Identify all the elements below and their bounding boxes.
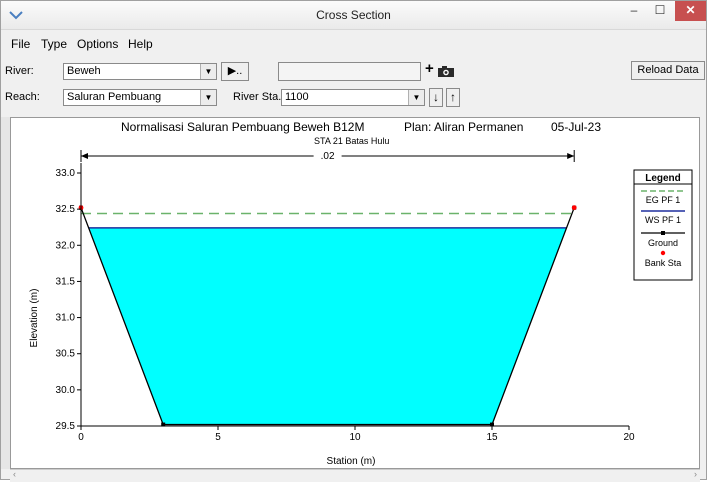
horizontal-scrollbar[interactable]: ‹ ›	[10, 469, 700, 482]
close-button[interactable]: ✕	[675, 1, 706, 21]
x-tick-label: 15	[486, 432, 498, 443]
chart-subtitle: STA 21 Batas Hulu	[314, 136, 389, 146]
arrow-up-button[interactable]: ↑	[446, 88, 460, 107]
legend-eg-label: EG PF 1	[646, 195, 681, 205]
chart-title: Normalisasi Saluran Pembuang Beweh B12M	[121, 120, 364, 134]
arrow-up-icon: ↑	[450, 90, 456, 104]
river-select[interactable]: Beweh ▼	[63, 63, 217, 80]
reach-row: Reach: Saluran Pembuang ▼ River Sta.: 11…	[1, 87, 706, 107]
river-label: River:	[5, 65, 34, 77]
x-tick-label: 5	[215, 432, 221, 443]
legend-title: Legend	[645, 173, 681, 184]
x-tick-label: 20	[623, 432, 635, 443]
chevron-down-icon[interactable]: ▼	[200, 90, 216, 105]
ground-point	[161, 422, 166, 427]
y-tick-label: 33.0	[56, 168, 76, 179]
search-textbox[interactable]	[278, 62, 421, 81]
arrow-down-icon: ↓	[433, 90, 439, 104]
water-area	[88, 227, 567, 425]
menu-help[interactable]: Help	[128, 37, 153, 51]
manning-right-arrow	[567, 153, 575, 159]
system-menu-icon[interactable]	[9, 9, 23, 21]
river-sta-select[interactable]: 1100 ▼	[281, 89, 425, 106]
cross-section-chart: Normalisasi Saluran Pembuang Beweh B12M …	[29, 120, 693, 467]
reload-data-button[interactable]: Reload Data	[631, 61, 705, 80]
y-tick-label: 32.0	[56, 240, 76, 251]
bank-sta-point	[571, 205, 577, 211]
legend-ws-label: WS PF 1	[645, 215, 681, 225]
ground-point	[490, 422, 494, 427]
chevron-down-icon[interactable]: ▼	[408, 90, 424, 105]
y-tick-label: 29.5	[56, 421, 76, 432]
river-sta-label: River Sta.:	[233, 91, 285, 103]
camera-icon	[438, 66, 454, 77]
manning-label: .02	[321, 151, 335, 162]
y-tick-label: 31.5	[56, 276, 76, 287]
river-sta-value: 1100	[285, 91, 309, 103]
maximize-button[interactable]: ☐	[654, 3, 666, 17]
y-tick-label: 30.5	[56, 349, 76, 360]
add-picture-button[interactable]: +	[425, 60, 465, 79]
y-tick-label: 30.0	[56, 385, 76, 396]
y-tick-label: 32.5	[56, 204, 76, 215]
cross-section-plot: Normalisasi Saluran Pembuang Beweh B12M …	[10, 117, 700, 469]
chart-plan: Plan: Aliran Permanen	[404, 120, 523, 134]
title-bar[interactable]: Cross Section – ☐ ✕	[1, 1, 706, 30]
legend-bank-marker	[660, 250, 666, 256]
legend-box	[633, 169, 693, 281]
y-tick-label: 31.0	[56, 313, 76, 324]
menu-options[interactable]: Options	[77, 37, 119, 51]
scroll-left-icon[interactable]: ‹	[13, 469, 16, 479]
reach-select[interactable]: Saluran Pembuang ▼	[63, 89, 217, 106]
plus-icon: +	[425, 60, 434, 77]
play-button[interactable]: ▶..	[221, 62, 249, 81]
legend-bank-label: Bank Sta	[645, 258, 682, 268]
river-value: Beweh	[67, 65, 101, 77]
river-row: River: Beweh ▼ ▶.. + Reload Data	[1, 60, 706, 81]
reach-value: Saluran Pembuang	[67, 91, 162, 103]
legend: Legend EG PF 1 WS PF 1 Ground Bank Sta	[633, 169, 693, 281]
menu-bar: File Type Options Help	[1, 36, 706, 54]
x-axis-label: Station (m)	[327, 456, 376, 467]
reach-label: Reach:	[5, 91, 40, 103]
legend-ground-marker	[661, 231, 665, 235]
window-title: Cross Section	[316, 8, 391, 22]
menu-file[interactable]: File	[11, 37, 31, 51]
plot-area: 29.5 30.0 30.5 31.0 31.5 32.0 32.5 33.0 0 5 10 15 20…	[56, 150, 635, 443]
left-scroll-gutter	[1, 117, 10, 469]
chevron-down-icon[interactable]: ▼	[200, 64, 216, 79]
minimize-button[interactable]: –	[630, 3, 638, 17]
arrow-down-button[interactable]: ↓	[429, 88, 443, 107]
menu-type[interactable]: Type	[41, 37, 68, 51]
y-axis-label: Elevation (m)	[29, 289, 40, 348]
x-tick-label: 10	[349, 432, 361, 443]
chart-date: 05-Jul-23	[551, 120, 601, 134]
ground-line	[80, 207, 575, 426]
scroll-right-icon[interactable]: ›	[694, 469, 697, 479]
x-tick-label: 0	[78, 432, 84, 443]
legend-ground-label: Ground	[648, 238, 678, 248]
manning-left-arrow	[81, 153, 88, 159]
